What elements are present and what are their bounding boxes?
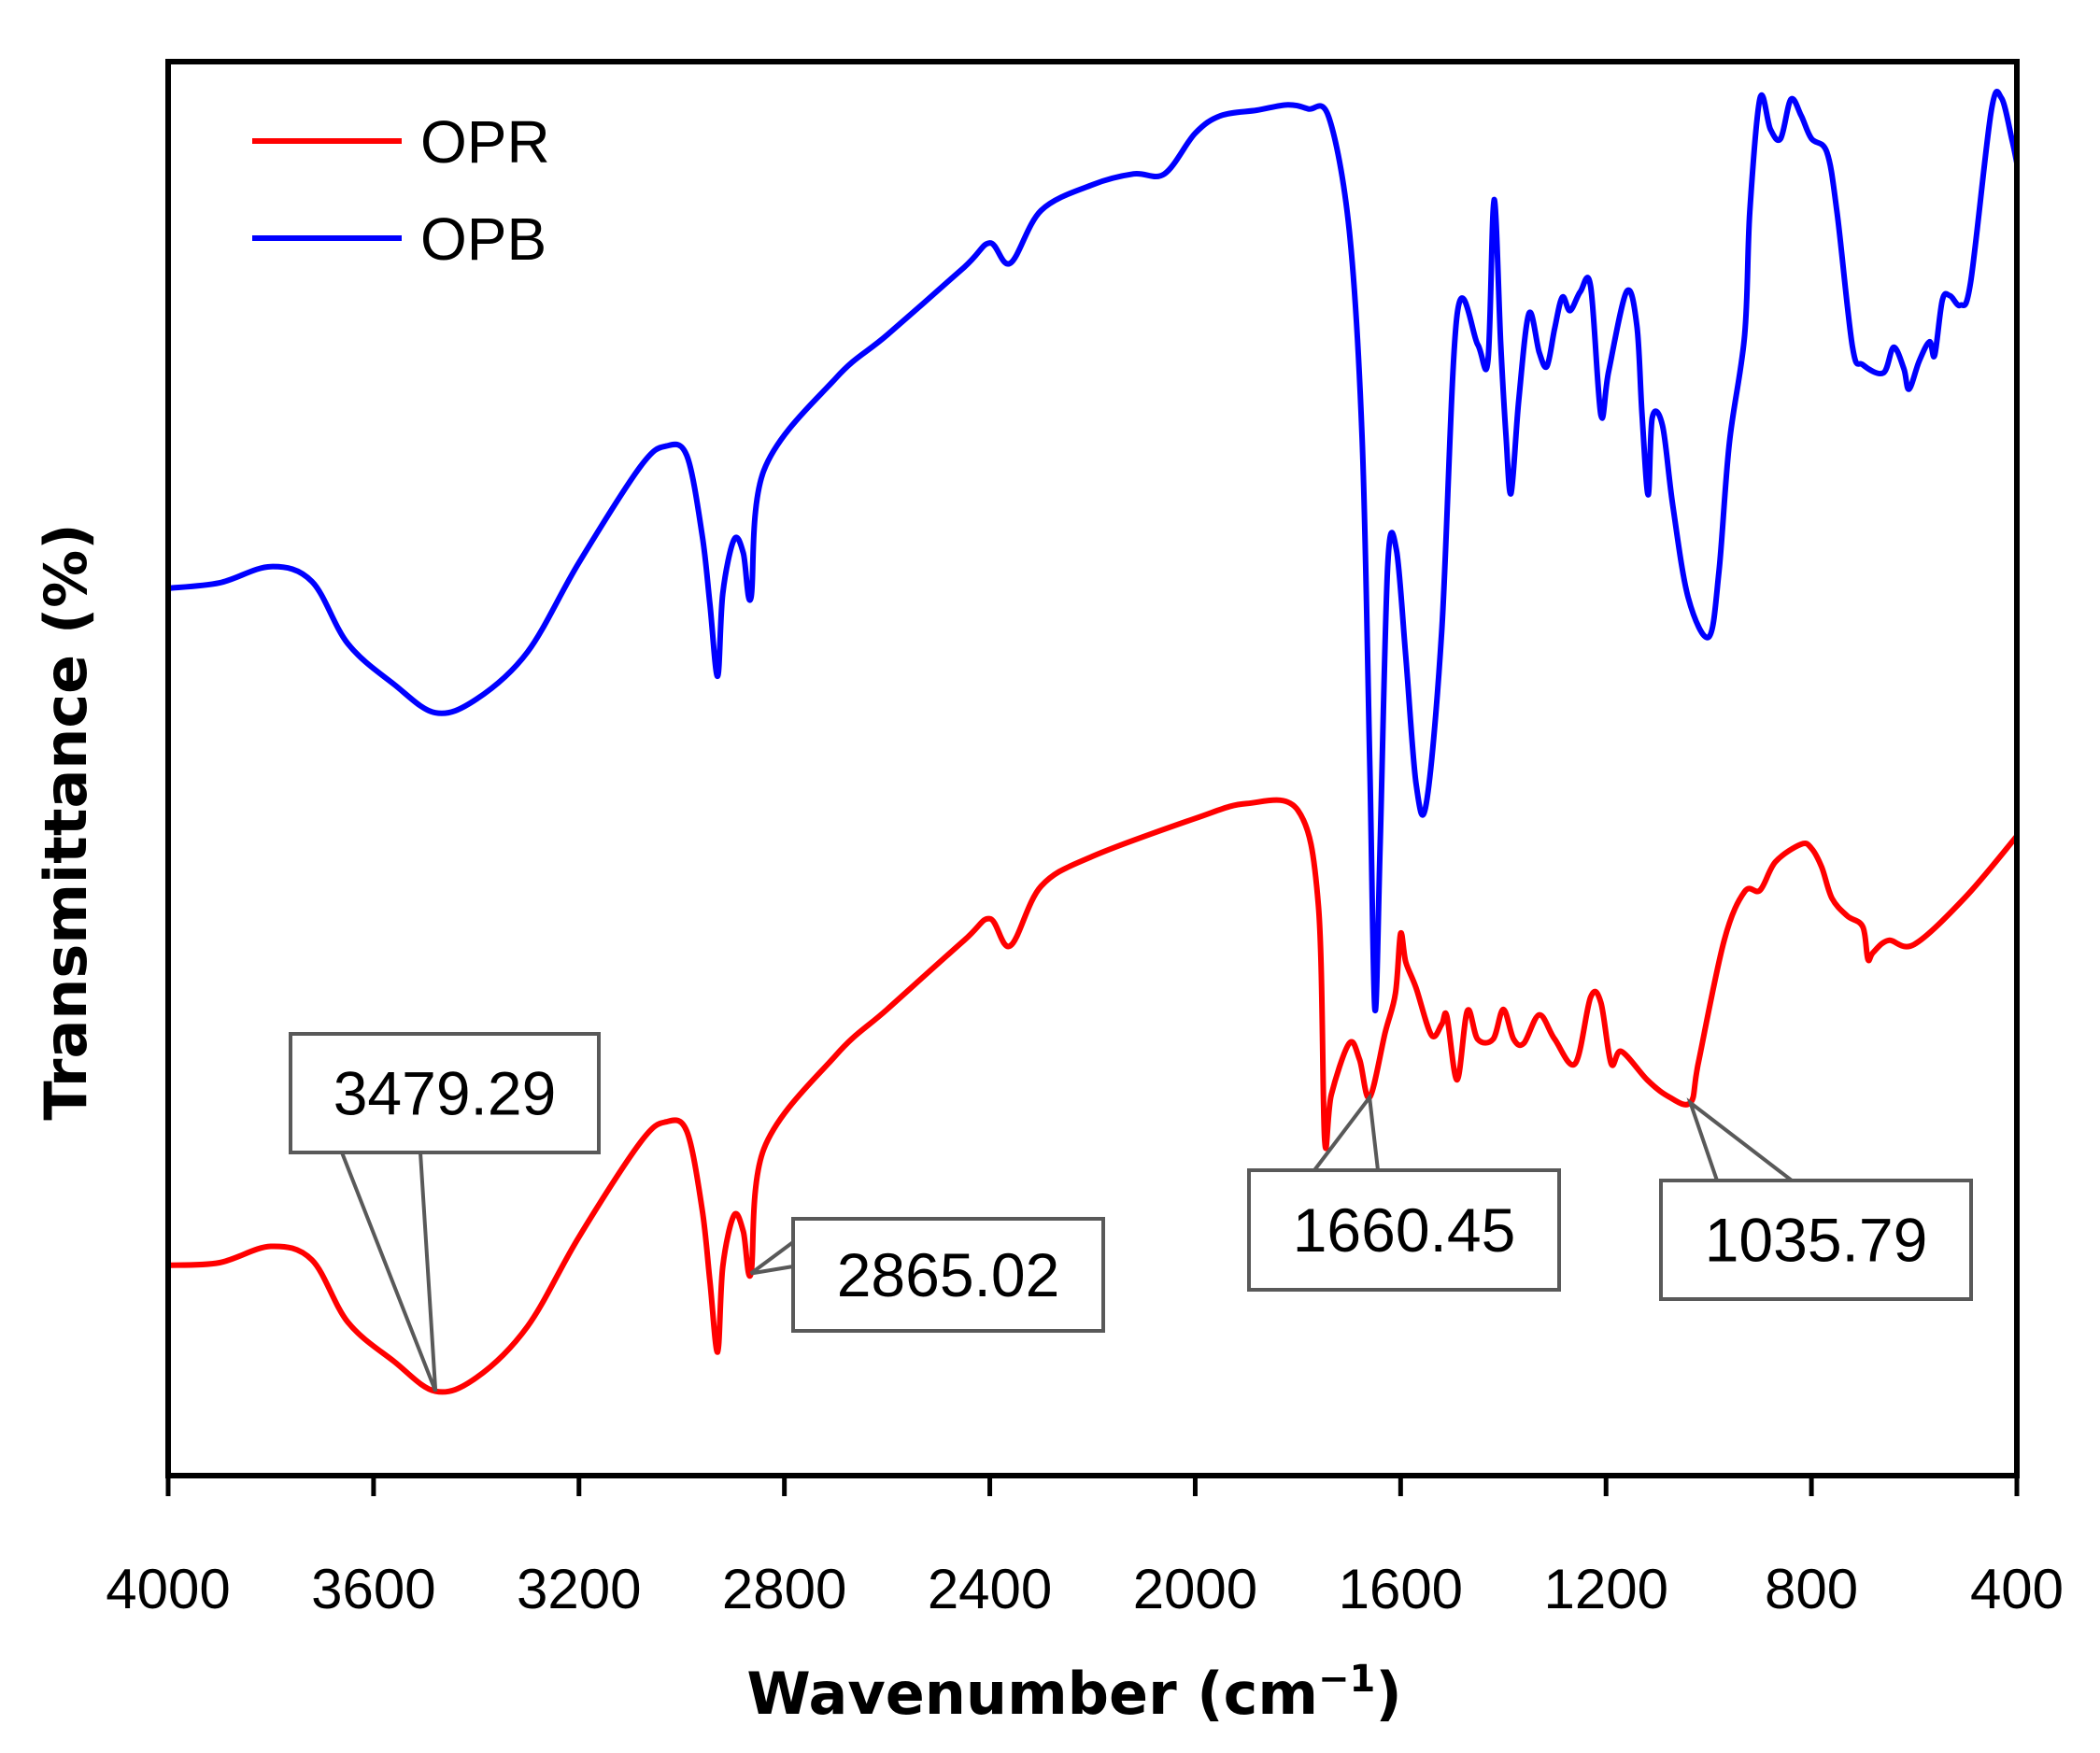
annotation-layer: 3479.29 2865.02 1660.45 1035.79 bbox=[289, 1032, 1973, 1393]
callout-3479-29: 3479.29 bbox=[289, 1032, 601, 1393]
x-tick-label: 1200 bbox=[1543, 1558, 1667, 1620]
callout-box bbox=[1659, 1179, 1973, 1301]
x-tick-label: 3600 bbox=[311, 1558, 435, 1620]
x-axis-title: Wavenumber (cm−1) bbox=[746, 1658, 1401, 1728]
x-tick-label: 4000 bbox=[106, 1558, 230, 1620]
callout-2865-02: 2865.02 bbox=[749, 1217, 1105, 1333]
plot-frame bbox=[165, 59, 2020, 1478]
x-axis-title-main: Wavenumber (cm bbox=[746, 1660, 1318, 1728]
callout-box bbox=[289, 1032, 601, 1154]
callout-box bbox=[1247, 1168, 1561, 1292]
x-tick-label: 3200 bbox=[517, 1558, 641, 1620]
callout-label: 3479.29 bbox=[333, 1059, 557, 1128]
legend: OPR OPB bbox=[252, 108, 550, 273]
callout-label: 2865.02 bbox=[837, 1240, 1060, 1309]
callout-label: 1660.45 bbox=[1293, 1195, 1516, 1265]
x-tick-label: 2000 bbox=[1133, 1558, 1257, 1620]
x-tick-label: 800 bbox=[1765, 1558, 1858, 1620]
series-line-opr bbox=[165, 797, 2020, 1395]
series-layer bbox=[165, 89, 2020, 1395]
x-axis-title-superscript: −1 bbox=[1318, 1658, 1375, 1701]
x-tick-label: 1600 bbox=[1339, 1558, 1463, 1620]
x-tick-layer: 4000 3600 3200 2800 2400 2000 1600 1200 800 400 bbox=[106, 1476, 2064, 1620]
x-tick-label: 400 bbox=[1970, 1558, 2064, 1620]
x-tick-label: 2800 bbox=[722, 1558, 846, 1620]
legend-label-opr: OPR bbox=[420, 108, 550, 176]
series-line-opb bbox=[165, 89, 2020, 1014]
callout-label: 1035.79 bbox=[1705, 1206, 1928, 1275]
legend-label-opb: OPB bbox=[420, 205, 546, 273]
x-tick-label: 2400 bbox=[928, 1558, 1052, 1620]
callout-1035-79: 1035.79 bbox=[1659, 1097, 1973, 1301]
callout-box bbox=[791, 1217, 1105, 1333]
callout-1660-45: 1660.45 bbox=[1247, 1092, 1561, 1292]
x-axis-title-close: ) bbox=[1375, 1660, 1401, 1728]
y-axis-title: Transmittance (%) bbox=[32, 523, 100, 1120]
